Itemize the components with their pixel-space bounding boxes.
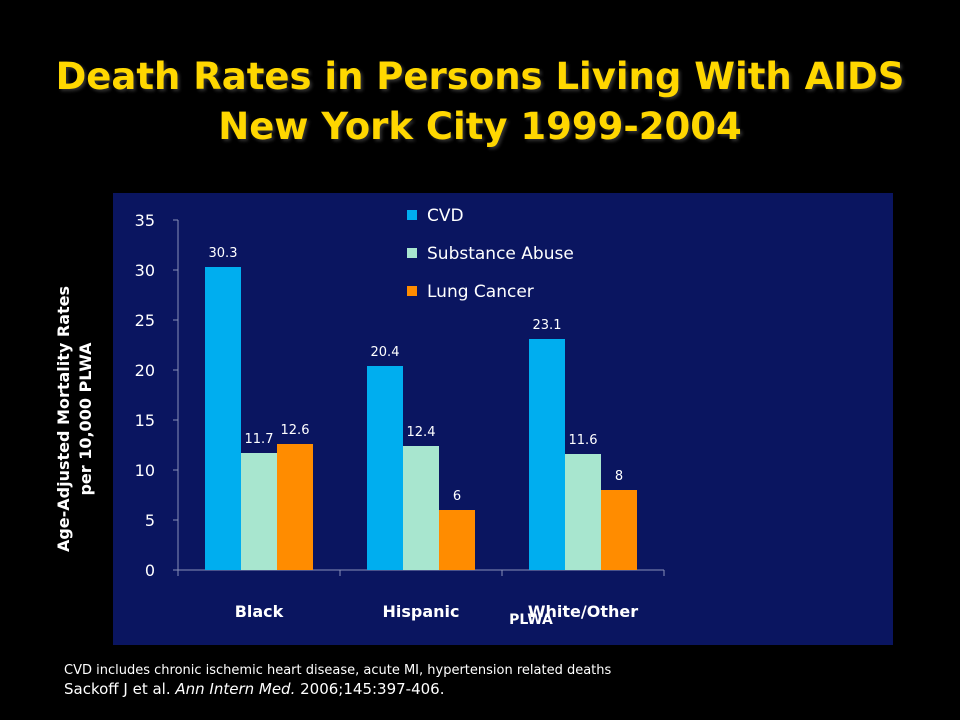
citation-journal: Ann Intern Med. [175,680,296,698]
x-category-label: White/Other [528,602,638,621]
bar-lung-cancer [277,444,313,570]
legend-swatch [407,286,417,296]
bar-lung-cancer [601,490,637,570]
y-axis-label-line-1: Age-Adjusted Mortality Rates [54,285,73,553]
x-category-label: Black [235,602,284,621]
data-label: 12.4 [407,425,436,440]
citation: Sackoff J et al. Ann Intern Med. 2006;14… [64,680,444,698]
y-tick-label: 30 [135,261,155,280]
y-tick-label: 25 [135,311,155,330]
data-label: 23.1 [533,318,562,333]
citation-details: 2006;145:397-406. [295,680,445,698]
bar-substance-abuse [403,446,439,570]
legend-label: Lung Cancer [427,282,534,302]
citation-authors: Sackoff J et al. [64,680,176,698]
legend-label: CVD [427,206,464,226]
y-axis-label: Age-Adjusted Mortality Rates per 10,000 … [32,193,118,645]
y-tick-label: 15 [135,411,155,430]
title-line-2: New York City 1999-2004 [218,105,742,148]
legend-swatch [407,248,417,258]
y-tick-label: 0 [145,561,155,580]
legend-label: Substance Abuse [427,244,574,264]
bar-cvd [367,366,403,570]
bar-substance-abuse [241,453,277,570]
legend-swatch [407,210,417,220]
data-label: 6 [453,489,461,504]
y-tick-label: 35 [135,211,155,230]
data-label: 11.7 [245,432,274,447]
y-tick-label: 10 [135,461,155,480]
bar-lung-cancer [439,510,475,570]
y-tick-label: 5 [145,511,155,530]
x-axis-title: PLWA [509,612,553,628]
bar-cvd [529,339,565,570]
chart-panel: 0 5 10 15 20 25 30 35 30.3 11.7 12.6 Black 20.4 12.4 6… [113,193,893,645]
bar-cvd [205,267,241,570]
bar-substance-abuse [565,454,601,570]
data-label: 8 [615,469,623,484]
data-label: 20.4 [371,345,400,360]
footnote: CVD includes chronic ischemic heart dise… [64,663,612,678]
data-label: 11.6 [569,433,598,448]
slide-title: Death Rates in Persons Living With AIDS … [0,52,960,152]
y-tick-label: 20 [135,361,155,380]
title-line-1: Death Rates in Persons Living With AIDS [55,55,905,98]
bar-chart: 0 5 10 15 20 25 30 35 30.3 11.7 12.6 Black 20.4 12.4 6… [135,206,665,628]
data-label: 12.6 [281,423,310,438]
y-axis-label-line-2: per 10,000 PLWA [76,342,95,496]
x-category-label: Hispanic [382,602,459,621]
data-label: 30.3 [209,246,238,261]
